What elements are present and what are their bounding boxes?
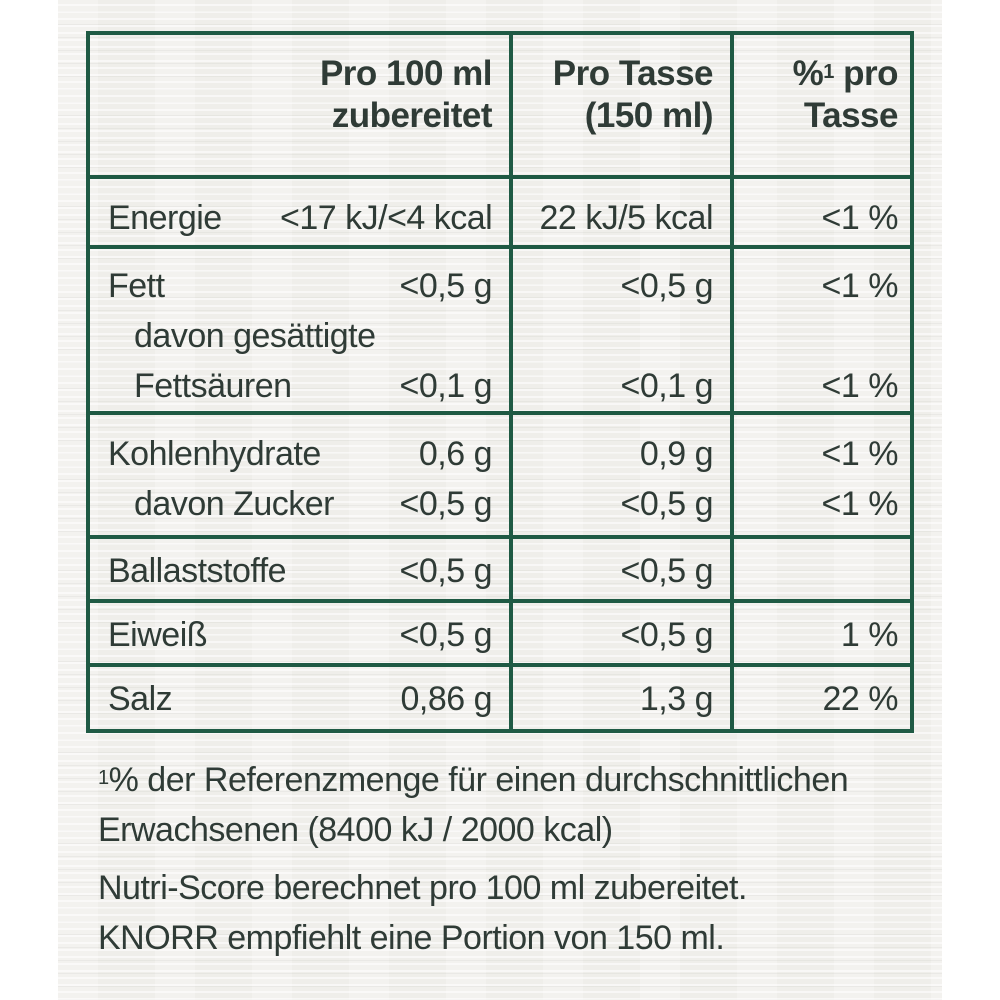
footnote-reference-marker: 1 bbox=[98, 767, 109, 789]
header-percent-per-cup: %1 pro Tasse bbox=[734, 53, 899, 137]
nutri-score-note: Nutri-Score berechnet pro 100 ml zuberei… bbox=[98, 869, 747, 907]
row-label-energie: Energie bbox=[108, 199, 222, 237]
header-percent-line2: Tasse bbox=[803, 96, 899, 135]
eiweiss-per-100ml: <0,5 g bbox=[399, 616, 493, 654]
fett-per-100ml: <0,5 g bbox=[399, 267, 493, 305]
eiweiss-per-cup: <0,5 g bbox=[620, 616, 714, 654]
footnote-reference-line1: 1% der Referenzmenge für einen durchschn… bbox=[98, 758, 849, 802]
row-divider-eiweiss bbox=[90, 663, 910, 667]
footnote-reference-text: % der Referenzmenge für einen durchschni… bbox=[108, 761, 849, 799]
salz-per-100ml: 0,86 g bbox=[400, 680, 492, 718]
row-label-davon-gesaettigte: davon gesättigte bbox=[134, 317, 376, 355]
header-per-cup: Pro Tasse (150 ml) bbox=[513, 53, 714, 137]
kohlenhydrate-percent: <1 % bbox=[821, 435, 899, 473]
row-label-ballaststoffe: Ballaststoffe bbox=[108, 552, 287, 590]
header-per-100ml-line2: zubereitet bbox=[331, 96, 493, 135]
header-per-cup-line2: (150 ml) bbox=[584, 96, 714, 135]
ballaststoffe-per-100ml: <0,5 g bbox=[399, 552, 493, 590]
row-label-fett: Fett bbox=[108, 267, 165, 305]
row-label-salz: Salz bbox=[108, 680, 173, 718]
fettsaeuren-per-100ml: <0,1 g bbox=[399, 367, 493, 405]
row-divider-ballaststoffe bbox=[90, 599, 910, 603]
row-label-kohlenhydrate: Kohlenhydrate bbox=[108, 435, 321, 473]
header-per-100ml: Pro 100 ml zubereitet bbox=[90, 53, 493, 137]
zucker-per-cup: <0,5 g bbox=[620, 485, 714, 523]
salz-per-cup: 1,3 g bbox=[639, 680, 714, 718]
energie-per-cup: 22 kJ/5 kcal bbox=[539, 199, 713, 237]
kohlenhydrate-per-cup: 0,9 g bbox=[639, 435, 714, 473]
percent-sign: % bbox=[792, 54, 824, 93]
column-divider-1 bbox=[509, 35, 513, 729]
footnote-reference-line2: Erwachsenen (8400 kJ / 2000 kcal) bbox=[98, 811, 613, 849]
salz-percent: 22 % bbox=[822, 680, 899, 718]
zucker-percent: <1 % bbox=[821, 485, 899, 523]
row-label-fettsaeuren: Fettsäuren bbox=[134, 367, 292, 405]
nutrition-table: Pro 100 ml zubereitet Pro Tasse (150 ml)… bbox=[86, 31, 914, 733]
zucker-per-100ml: <0,5 g bbox=[399, 485, 493, 523]
fettsaeuren-percent: <1 % bbox=[821, 367, 899, 405]
row-label-davon-zucker: davon Zucker bbox=[134, 485, 335, 523]
header-per-cup-line1: Pro Tasse bbox=[552, 54, 714, 93]
footnote-marker: 1 bbox=[823, 61, 834, 83]
fettsaeuren-per-cup: <0,1 g bbox=[620, 367, 714, 405]
row-divider-kohlenhydrate bbox=[90, 535, 910, 539]
header-per-100ml-line1: Pro 100 ml bbox=[319, 54, 493, 93]
pro-text: pro bbox=[833, 54, 898, 93]
row-divider-header bbox=[90, 175, 910, 179]
row-divider-fett bbox=[90, 411, 910, 415]
kohlenhydrate-per-100ml: 0,6 g bbox=[418, 435, 493, 473]
ballaststoffe-per-cup: <0,5 g bbox=[620, 552, 714, 590]
label-background bbox=[58, 0, 942, 1000]
header-percent-line1: %1 pro bbox=[734, 53, 899, 95]
row-divider-energie bbox=[90, 245, 910, 249]
fett-per-cup: <0,5 g bbox=[620, 267, 714, 305]
energie-per-100ml: <17 kJ/<4 kcal bbox=[280, 199, 493, 237]
energie-percent: <1 % bbox=[821, 199, 899, 237]
portion-recommendation: KNORR empfiehlt eine Portion von 150 ml. bbox=[98, 919, 725, 957]
fett-percent: <1 % bbox=[821, 267, 899, 305]
row-label-eiweiss: Eiweiß bbox=[108, 616, 208, 654]
column-divider-2 bbox=[730, 35, 734, 729]
eiweiss-percent: 1 % bbox=[840, 616, 899, 654]
